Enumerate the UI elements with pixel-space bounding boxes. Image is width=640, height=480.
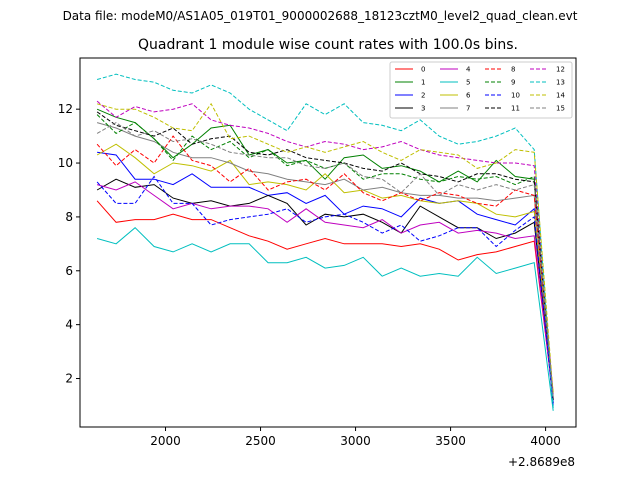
series-line-3 (96, 178, 554, 401)
legend-label-1: 1 (421, 79, 425, 87)
x-axis-offset-label: +2.8689e8 (508, 455, 575, 469)
x-axis-ticks: 2000 2500 3000 3500 4000 (150, 427, 561, 448)
series-line-14 (96, 102, 554, 395)
legend-label-13: 13 (556, 79, 565, 87)
legend-label-11: 11 (511, 105, 520, 113)
legend-label-5: 5 (466, 79, 470, 87)
figure-suptitle: Data file: modeM0/AS1A05_019T01_90000026… (63, 9, 578, 23)
series-line-9 (96, 114, 554, 398)
x-tick-label: 4000 (530, 434, 561, 448)
chart-title: Quadrant 1 module wise count rates with … (138, 37, 518, 53)
legend-label-15: 15 (556, 105, 565, 113)
y-tick-label: 6 (65, 264, 73, 278)
legend-label-9: 9 (511, 79, 515, 87)
legend-label-3: 3 (421, 105, 425, 113)
axes-frame (79, 57, 577, 428)
series-line-4 (96, 181, 554, 401)
x-tick-label: 2000 (150, 434, 181, 448)
series-line-11 (96, 111, 554, 401)
series-line-0 (96, 200, 554, 398)
series-line-13 (96, 73, 554, 409)
legend-label-4: 4 (466, 66, 471, 74)
series-line-7 (96, 122, 554, 398)
x-tick-label: 3500 (435, 434, 466, 448)
x-tick-label: 2500 (245, 434, 276, 448)
legend-label-0: 0 (421, 66, 425, 74)
series-line-10 (96, 175, 554, 403)
series-line-6 (96, 143, 554, 393)
y-tick-label: 12 (58, 102, 73, 116)
legend-label-7: 7 (466, 105, 470, 113)
legend-label-12: 12 (556, 66, 565, 74)
series-line-8 (96, 135, 554, 395)
plot-area-border (79, 57, 577, 428)
legend-label-8: 8 (511, 66, 515, 74)
legend-label-14: 14 (556, 92, 565, 100)
legend-label-10: 10 (511, 92, 520, 100)
series-line-1 (96, 108, 554, 403)
legend-label-2: 2 (421, 92, 425, 100)
y-tick-label: 8 (65, 210, 73, 224)
x-tick-label: 3000 (340, 434, 371, 448)
y-axis-ticks: 2 4 6 8 10 12 (58, 102, 80, 386)
series-line-15 (96, 122, 554, 398)
series-line-5 (96, 227, 554, 411)
legend-box (389, 61, 573, 119)
plot-lines (96, 73, 554, 411)
y-tick-label: 10 (58, 156, 73, 170)
legend-label-6: 6 (466, 92, 471, 100)
series-line-2 (97, 151, 554, 406)
series-line-12 (96, 100, 554, 398)
y-tick-label: 2 (65, 372, 73, 386)
y-tick-label: 4 (65, 318, 73, 332)
